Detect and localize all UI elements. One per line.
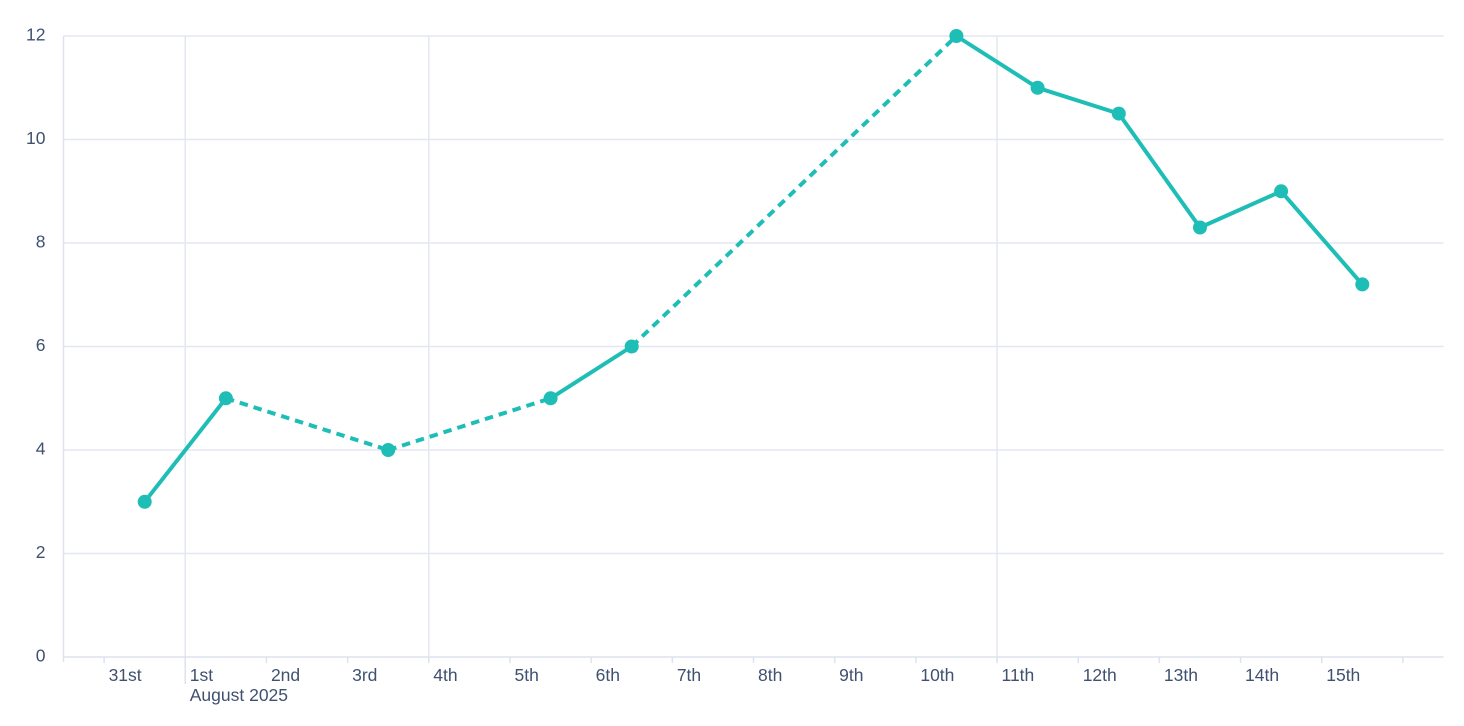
y-tick-label-8: 8 bbox=[36, 232, 46, 252]
x-tick-label-10th: 10th bbox=[920, 665, 954, 685]
data-point-marker-5th[interactable] bbox=[543, 391, 558, 406]
data-point-marker-13th[interactable] bbox=[1193, 220, 1207, 235]
x-tick-label-5th: 5th bbox=[514, 665, 538, 685]
data-point-marker-6th[interactable] bbox=[624, 339, 639, 354]
x-tick-label-4th: 4th bbox=[433, 665, 457, 685]
y-tick-label-10: 10 bbox=[26, 128, 46, 148]
x-tick-label-9th: 9th bbox=[839, 665, 863, 685]
data-point-marker-1st[interactable] bbox=[218, 391, 233, 406]
data-point-marker-10th[interactable] bbox=[949, 29, 964, 43]
series-segment-dashed-2 bbox=[387, 396, 552, 452]
y-tick-label-0: 0 bbox=[36, 646, 46, 666]
y-tick-label-2: 2 bbox=[36, 542, 46, 562]
data-point-marker-31st[interactable] bbox=[137, 494, 152, 509]
x-tick-label-13th: 13th bbox=[1164, 665, 1198, 685]
y-tick-label-4: 4 bbox=[36, 439, 46, 459]
data-point-marker-15th[interactable] bbox=[1355, 277, 1370, 292]
x-tick-label-31st: 31st bbox=[109, 665, 142, 685]
series-segment-dashed-1 bbox=[225, 396, 389, 452]
x-tick-label-15th: 15th bbox=[1326, 665, 1360, 685]
series-segment-solid-3 bbox=[549, 344, 633, 400]
series-segment-dashed-4 bbox=[630, 34, 958, 348]
x-axis-month-label: August 2025 bbox=[190, 685, 288, 705]
x-tick-label-12th: 12th bbox=[1083, 665, 1117, 685]
data-point-marker-14th[interactable] bbox=[1274, 184, 1289, 199]
series-segment-solid-5 bbox=[955, 34, 1364, 286]
x-tick-label-2nd: 2nd bbox=[271, 665, 300, 685]
y-tick-label-12: 12 bbox=[26, 25, 45, 45]
x-tick-label-1st: 1st bbox=[190, 665, 213, 685]
x-tick-label-14th: 14th bbox=[1245, 665, 1279, 685]
x-tick-label-11th: 11th bbox=[1002, 665, 1035, 685]
y-tick-label-6: 6 bbox=[36, 335, 46, 355]
x-tick-label-6th: 6th bbox=[596, 665, 620, 685]
x-tick-label-7th: 7th bbox=[677, 665, 701, 685]
x-tick-label-8th: 8th bbox=[758, 665, 782, 685]
data-point-marker-12th[interactable] bbox=[1111, 106, 1126, 121]
x-tick-label-3rd: 3rd bbox=[352, 665, 377, 685]
data-point-marker-3rd[interactable] bbox=[381, 443, 396, 457]
series-segment-solid-0 bbox=[143, 397, 228, 504]
data-point-marker-11th[interactable] bbox=[1030, 80, 1045, 95]
